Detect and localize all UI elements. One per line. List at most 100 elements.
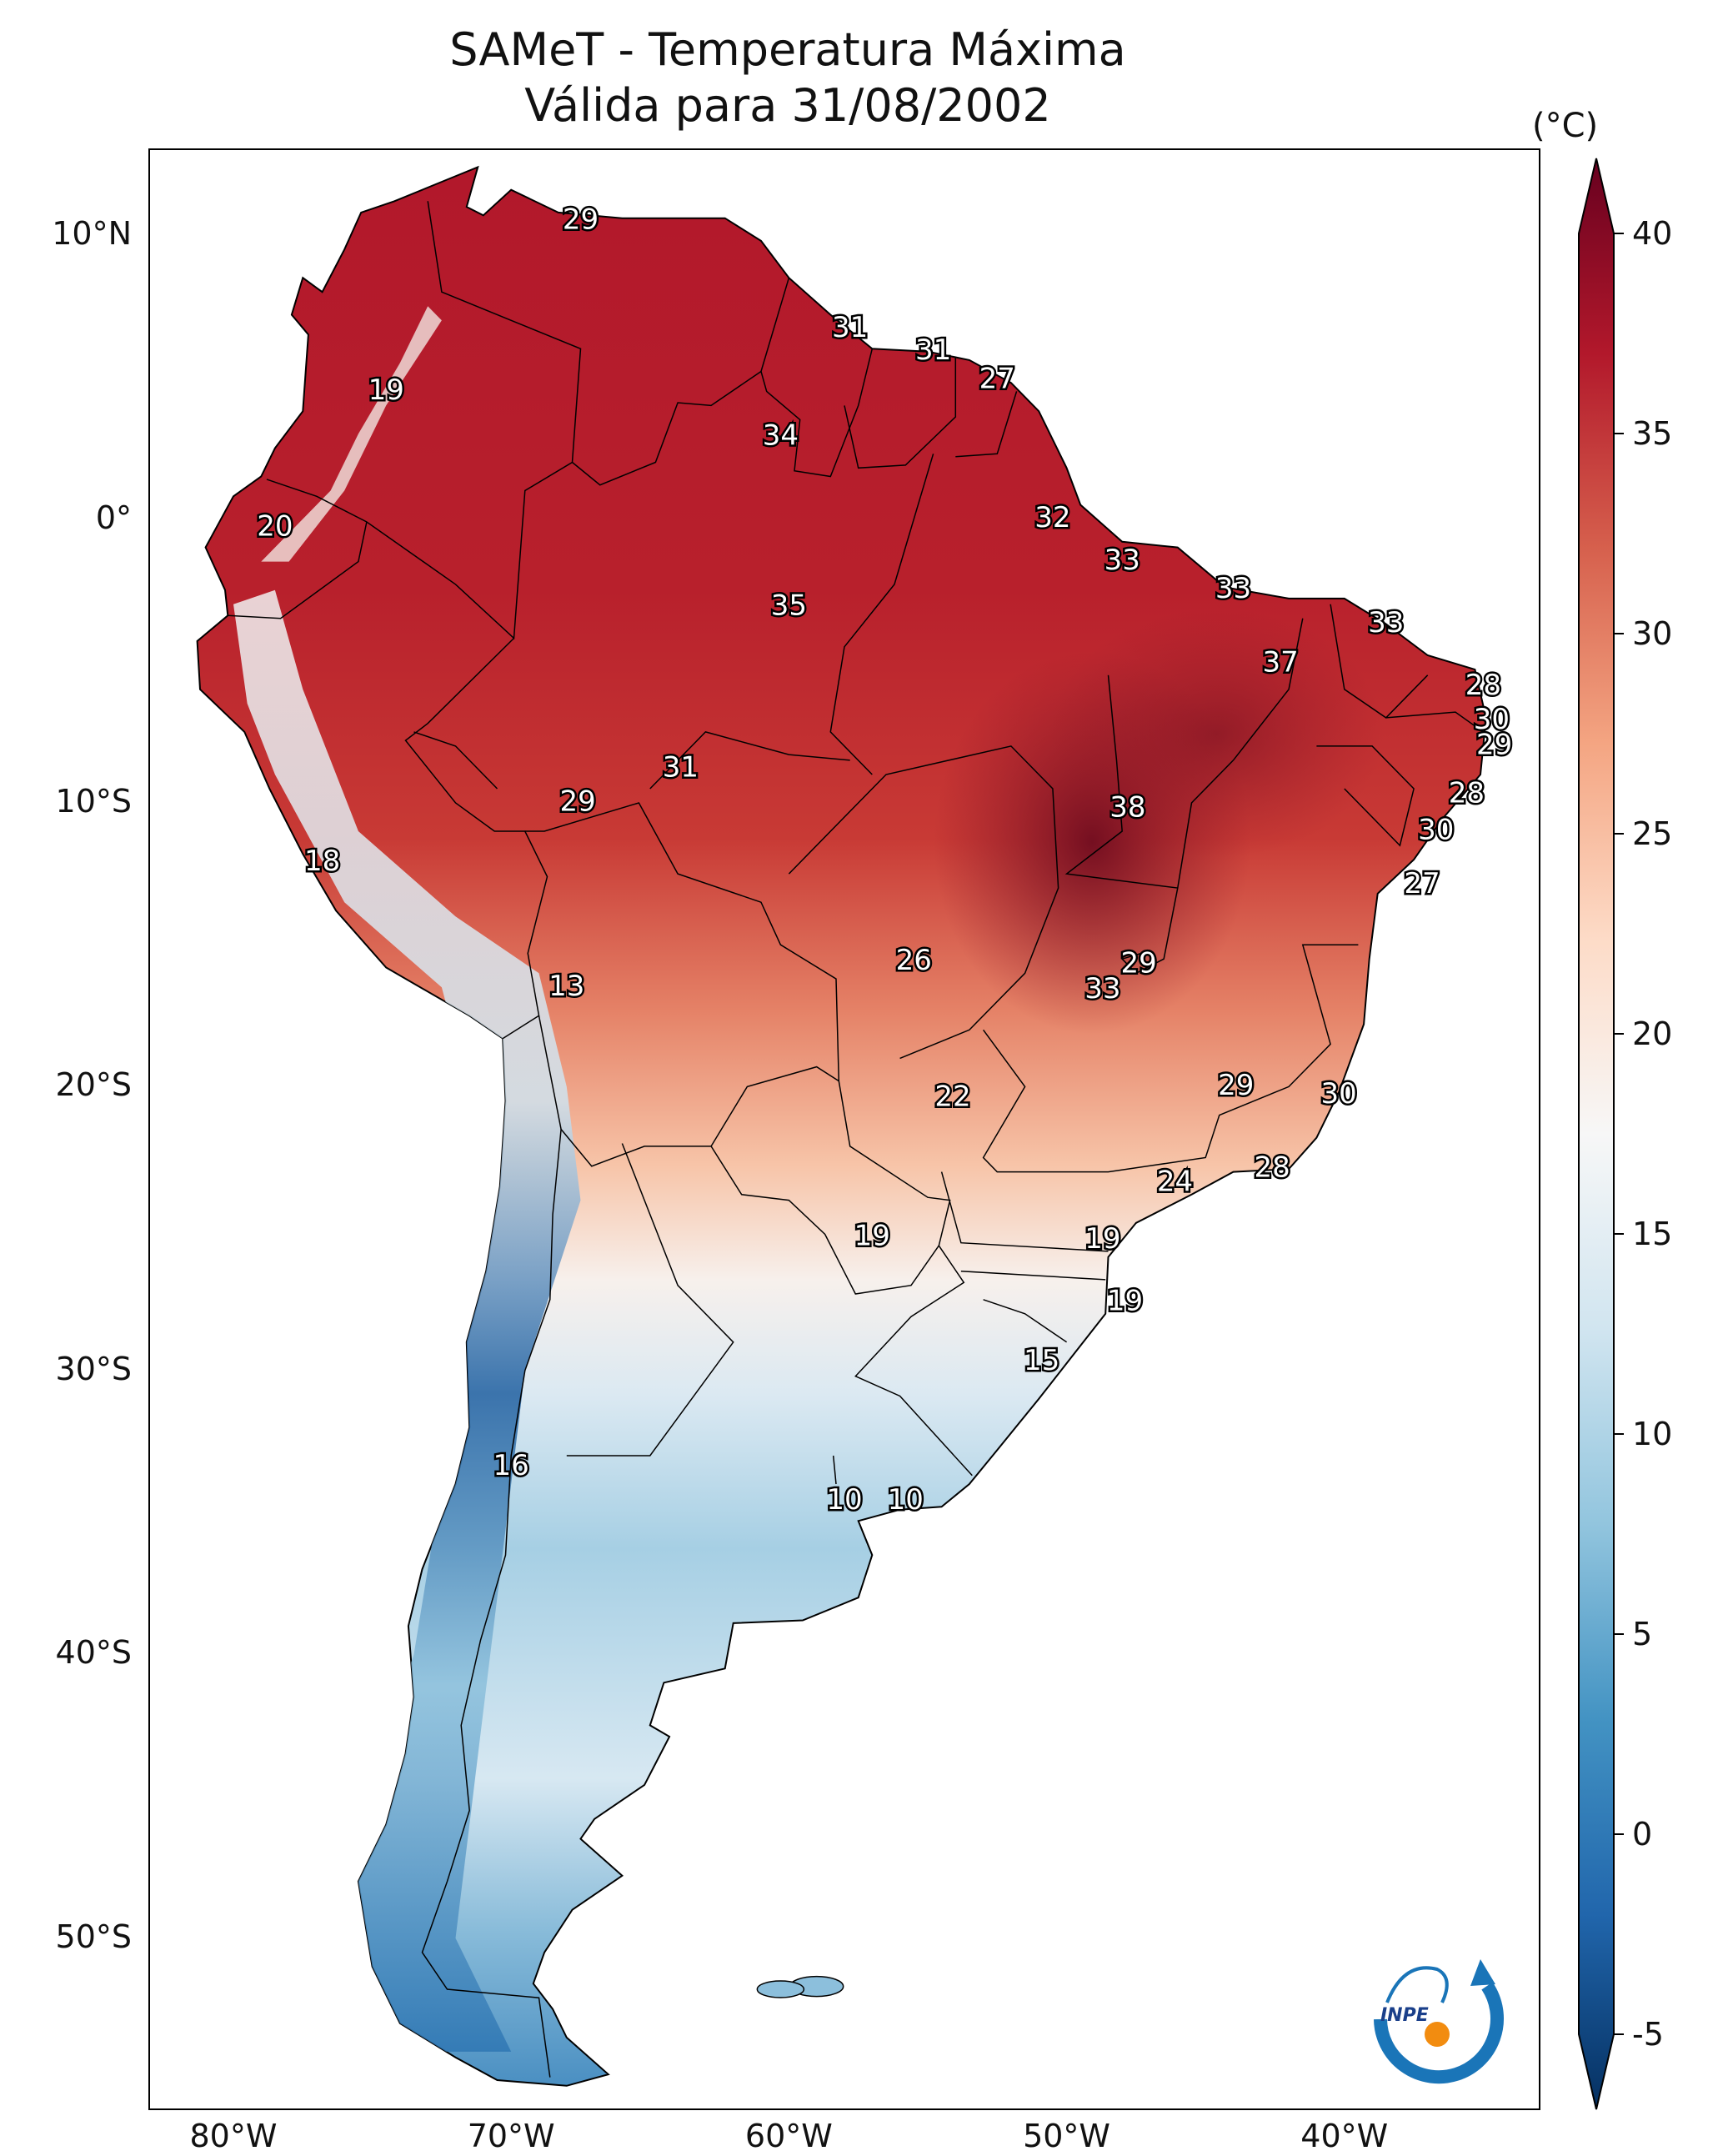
- border-line: [844, 357, 957, 469]
- border-line: [566, 1143, 734, 1457]
- colorbar-tick-label: 5: [1632, 1616, 1652, 1652]
- inpe-logo-text: INPE: [1380, 2005, 1429, 2026]
- latitude-tick-label: 10°N: [52, 215, 132, 253]
- station-temperature-label: 28: [1465, 669, 1501, 702]
- colorbar-ticks: 40 35 30 25 20 15 10 5 0 -5: [1614, 215, 1672, 2053]
- border-line: [955, 391, 1018, 458]
- longitude-tick-label: 40°W: [1300, 2118, 1389, 2154]
- border-line: [421, 1129, 562, 2078]
- station-temperature-label: 37: [1262, 646, 1298, 679]
- border-line: [1120, 887, 1179, 975]
- station-temperature-label: 19: [854, 1219, 890, 1252]
- map-panel: 29 19 31 31 27 34 20 32 33 35 33 33 37 28 30 29 31 29 38 28…: [148, 148, 1540, 2110]
- station-temperature-label: 13: [548, 970, 584, 1003]
- station-temperature-label: 19: [1084, 1222, 1120, 1256]
- station-temperature-label: 15: [1024, 1344, 1059, 1377]
- country-borders: [228, 201, 1484, 2078]
- border-line: [983, 1299, 1068, 1343]
- station-temperature-label: 38: [1109, 790, 1145, 824]
- colorbar-tick-label: 10: [1632, 1416, 1672, 1452]
- colorbar-tick-label: 0: [1632, 1816, 1652, 1853]
- station-temperature-label: 28: [1254, 1151, 1290, 1185]
- latitude-tick-label: 10°S: [55, 783, 132, 820]
- colorbar-tick-label: -5: [1632, 2016, 1664, 2053]
- border-line: [413, 731, 498, 790]
- station-temperature-label: 26: [896, 944, 932, 977]
- station-temperature-label: 22: [934, 1081, 970, 1114]
- border-line: [1316, 745, 1415, 847]
- colorbar: 40 35 30 25 20 15 10 5 0 -5: [1578, 158, 1672, 2110]
- station-temperature-label: 20: [257, 509, 293, 543]
- station-temperature-label: 29: [559, 785, 595, 819]
- station-temperature-label: 30: [1474, 703, 1510, 736]
- station-temperature-label: 10: [826, 1483, 862, 1517]
- colorbar-unit-label: (°C): [1532, 107, 1599, 145]
- latitude-tick-label: 40°S: [55, 1634, 132, 1672]
- border-line: [832, 1455, 837, 1485]
- map-title: SAMeT - Temperatura Máxima: [449, 23, 1126, 76]
- falkland-islands: [756, 1975, 844, 1998]
- border-line: [404, 637, 548, 1040]
- colorbar-tick-label: 15: [1632, 1216, 1672, 1252]
- border-line: [266, 201, 582, 640]
- station-temperature-label: 18: [304, 845, 340, 878]
- station-temperature-label: 29: [1218, 1069, 1254, 1102]
- colorbar-tick-label: 40: [1632, 215, 1672, 252]
- latitude-tick-label: 50°S: [55, 1918, 132, 1955]
- station-temperature-label: 28: [1449, 776, 1485, 810]
- temperature-overlays: [233, 306, 1384, 2052]
- station-temperature-label: 31: [915, 333, 951, 367]
- border-line: [960, 1270, 1106, 1281]
- station-temperature-label: 33: [1084, 972, 1120, 1005]
- border-line: [982, 944, 1359, 1173]
- station-temperature-label: 19: [1107, 1285, 1143, 1318]
- station-temperature-label: 29: [1121, 947, 1157, 980]
- station-temperature-label: 10: [888, 1483, 924, 1517]
- inpe-logo: INPE: [1374, 1959, 1504, 2084]
- latitude-tick-label: 30°S: [55, 1350, 132, 1387]
- island: [756, 1980, 805, 1998]
- station-temperature-label: 35: [771, 589, 807, 623]
- station-temperature-label: 33: [1368, 606, 1404, 639]
- border-line: [829, 454, 934, 775]
- border-line: [228, 521, 368, 619]
- border-line: [524, 802, 973, 1477]
- longitude-tick-label: 50°W: [1023, 2118, 1111, 2154]
- station-temperature-label: 24: [1157, 1166, 1193, 1199]
- station-temperature-label: 30: [1320, 1077, 1356, 1111]
- border-line: [649, 731, 850, 790]
- colorbar-tick-label: 35: [1632, 415, 1672, 452]
- station-temperature-label: 27: [1404, 867, 1440, 900]
- station-temperature-label: 27: [979, 362, 1015, 395]
- station-temperature-label: 31: [663, 751, 699, 785]
- colorbar-gradient: [1578, 158, 1615, 2110]
- longitude-tick-label: 80°W: [189, 2118, 278, 2154]
- longitude-tick-label: 60°W: [744, 2118, 833, 2154]
- station-temperature-label: 31: [832, 311, 868, 344]
- latitude-tick-label: 20°S: [55, 1066, 132, 1104]
- station-temperature-label: 29: [563, 203, 599, 237]
- longitude-tick-label: 70°W: [467, 2118, 555, 2154]
- station-temperature-label: 16: [493, 1449, 529, 1482]
- station-temperature-label: 19: [368, 374, 404, 407]
- border-line: [760, 348, 874, 478]
- border-line: [940, 1171, 1109, 1252]
- station-temperature-label: 32: [1034, 501, 1070, 534]
- border-line: [1330, 604, 1429, 719]
- border-line: [710, 1065, 839, 1147]
- colorbar-tick-label: 30: [1632, 615, 1672, 652]
- station-temperature-label: 33: [1215, 572, 1251, 605]
- border-line: [788, 745, 1059, 1060]
- station-temperature-label: 33: [1104, 544, 1140, 577]
- latitude-tick-label: 0°: [95, 499, 132, 536]
- colorbar-tick-label: 20: [1632, 1015, 1672, 1052]
- south-america-landmass: [196, 165, 1487, 2087]
- map-subtitle: Válida para 31/08/2002: [524, 79, 1051, 132]
- station-temperature-label: 29: [1476, 728, 1512, 761]
- border-line: [538, 1015, 939, 1295]
- border-line: [1385, 711, 1484, 733]
- station-temperature-label: 30: [1418, 814, 1454, 847]
